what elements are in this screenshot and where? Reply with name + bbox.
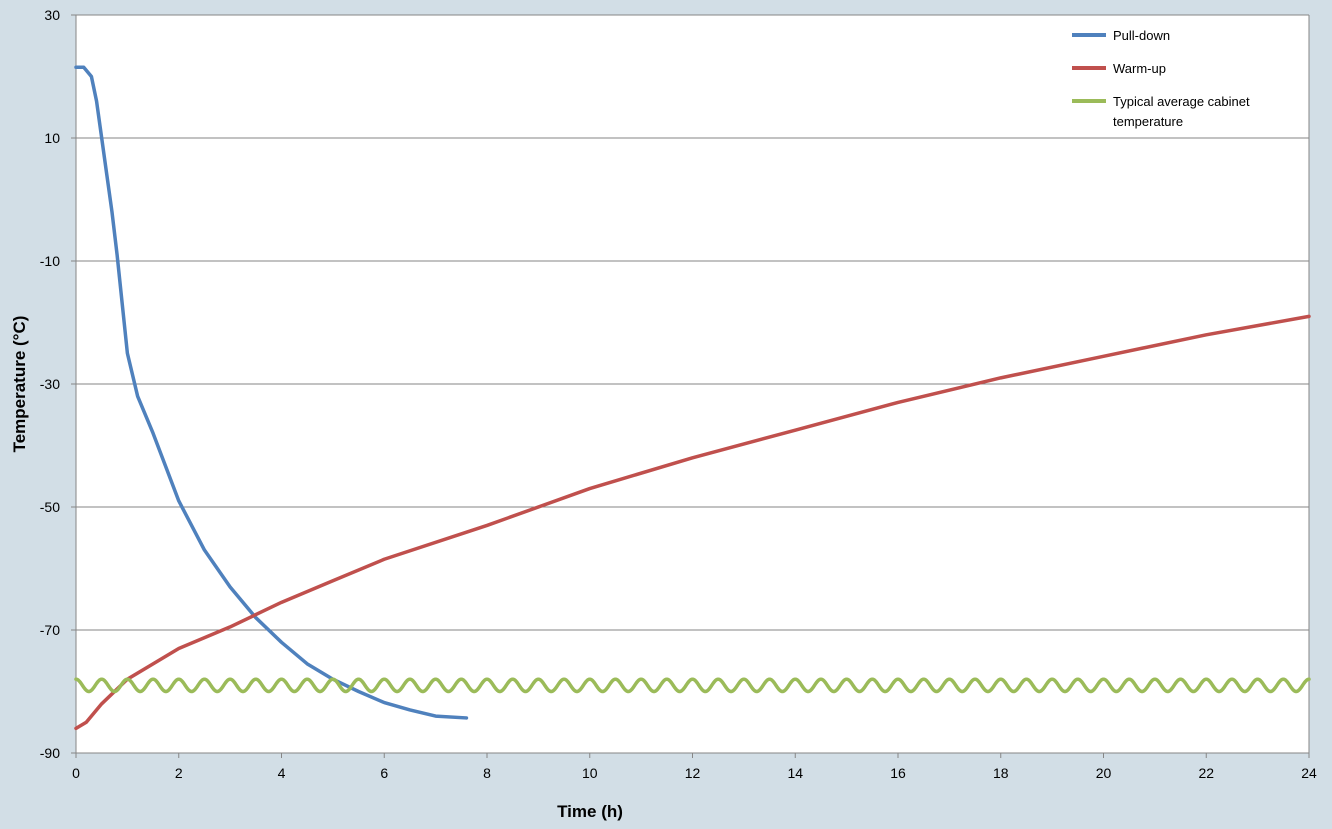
y-tick-label: 30 (44, 7, 60, 23)
series-lines (74, 65, 1311, 731)
x-tick-label: 0 (72, 765, 80, 781)
y-tick-label: -50 (40, 499, 60, 515)
x-tick-label: 18 (993, 765, 1009, 781)
series-line-pull-down (74, 65, 469, 720)
x-tick-label: 2 (175, 765, 183, 781)
x-tick-label: 6 (380, 765, 388, 781)
series-line-typical-average-cabinet-temperature (74, 677, 1311, 694)
legend-label: temperature (1113, 114, 1183, 129)
x-tick-label: 24 (1301, 765, 1317, 781)
legend-label: Warm-up (1113, 61, 1166, 76)
y-axis-title: Temperature (°C) (10, 316, 29, 453)
y-tick-label: -30 (40, 376, 60, 392)
legend-label: Pull-down (1113, 28, 1170, 43)
x-tick-label: 16 (890, 765, 906, 781)
y-tick-label: -70 (40, 622, 60, 638)
x-tick-label: 8 (483, 765, 491, 781)
x-tick-label: 20 (1096, 765, 1112, 781)
x-tick-label: 14 (787, 765, 803, 781)
x-tick-label: 22 (1198, 765, 1214, 781)
y-tick-label: -90 (40, 745, 60, 761)
legend-label: Typical average cabinet (1113, 94, 1250, 109)
x-tick-label: 12 (685, 765, 701, 781)
x-axis-title: Time (h) (557, 802, 623, 821)
x-tick-label: 4 (278, 765, 286, 781)
y-tick-label: 10 (44, 130, 60, 146)
y-tick-label: -10 (40, 253, 60, 269)
legend: Pull-down Warm-up Typical average cabinet t… (1072, 28, 1250, 129)
x-tick-label: 10 (582, 765, 598, 781)
